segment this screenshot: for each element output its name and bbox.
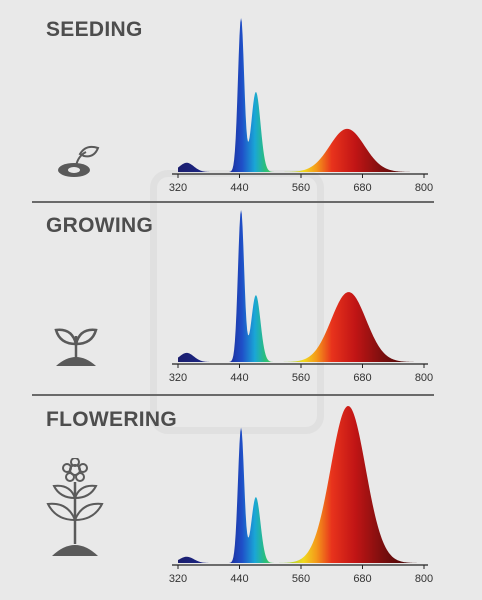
panel-title: GROWING: [46, 214, 154, 237]
panel-title: SEEDING: [46, 18, 143, 41]
x-tick-label: 800: [415, 372, 433, 384]
x-tick-label: 800: [415, 182, 433, 194]
seedling-sprout-icon: [56, 140, 106, 185]
x-tick-label: 680: [353, 372, 371, 384]
spectrum-curve: [178, 406, 424, 563]
divider: [32, 394, 434, 396]
young-plant-icon: [50, 320, 102, 373]
panel-seeding: SEEDING 320 440 560 680 800: [0, 0, 482, 200]
x-tick-label: 440: [230, 182, 248, 194]
divider: [32, 201, 434, 203]
spectrum-chart: 320 440 560 680 800: [169, 18, 433, 194]
panel-title: FLOWERING: [46, 408, 178, 431]
flowering-plant-icon: [44, 457, 106, 567]
x-tick-label: 680: [353, 573, 371, 585]
x-tick-label: 320: [169, 372, 187, 384]
spectrum-curve: [178, 210, 424, 362]
x-tick-label: 440: [230, 372, 248, 384]
panel-growing: GROWING 320 440 560 680 800: [0, 202, 482, 394]
spectrum-curve: [178, 18, 424, 172]
x-tick-label: 320: [169, 573, 187, 585]
x-tick-label: 560: [292, 573, 310, 585]
x-tick-label: 320: [169, 182, 187, 194]
x-tick-label: 680: [353, 182, 371, 194]
spectrum-chart: 320 440 560 680 800: [169, 406, 433, 585]
x-tick-label: 560: [292, 182, 310, 194]
x-tick-label: 560: [292, 372, 310, 384]
x-tick-label: 440: [230, 573, 248, 585]
panel-flowering: FLOWERING 320 440 560 680 800: [0, 396, 482, 600]
spectrum-chart: 320 440 560 680 800: [169, 210, 433, 384]
x-tick-label: 800: [415, 573, 433, 585]
